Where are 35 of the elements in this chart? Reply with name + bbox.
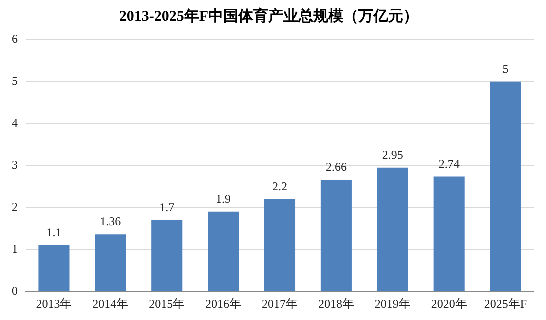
data-label: 1.9 bbox=[216, 192, 232, 206]
bar bbox=[264, 199, 296, 292]
data-label: 2.74 bbox=[438, 156, 460, 171]
x-tick-label: 2025年F bbox=[484, 296, 528, 311]
data-label: 2.95 bbox=[382, 148, 404, 162]
bar bbox=[490, 82, 522, 292]
x-tick-label: 2013年 bbox=[36, 296, 72, 311]
data-label: 1.7 bbox=[160, 200, 175, 214]
bar bbox=[377, 168, 408, 292]
x-tick-label: 2016年 bbox=[206, 296, 242, 311]
y-tick-label: 0 bbox=[12, 284, 18, 298]
x-tick-label: 2017年 bbox=[262, 296, 298, 311]
data-label: 5 bbox=[502, 62, 509, 76]
y-tick-label: 5 bbox=[12, 74, 18, 88]
data-label: 2.66 bbox=[326, 160, 347, 174]
bar bbox=[38, 245, 70, 292]
x-tick-label: 2015年 bbox=[149, 296, 186, 311]
data-label: 2.2 bbox=[272, 180, 288, 194]
y-tick-label: 2 bbox=[12, 200, 18, 214]
y-tick-label: 6 bbox=[12, 32, 18, 46]
y-tick-label: 4 bbox=[12, 116, 18, 130]
x-tick-label: 2014年 bbox=[92, 296, 129, 311]
bar bbox=[320, 180, 352, 292]
y-tick-label: 1 bbox=[12, 242, 18, 256]
bar bbox=[95, 234, 126, 292]
bar bbox=[434, 176, 465, 292]
x-tick-label: 2018年 bbox=[318, 296, 354, 311]
bar bbox=[152, 220, 183, 292]
x-tick-label: 2019年 bbox=[374, 296, 411, 311]
data-label: 1.1 bbox=[46, 226, 62, 240]
data-label: 1.36 bbox=[100, 214, 122, 229]
bar bbox=[208, 212, 240, 292]
chart-title: 2013-2025年F中国体育产业总规模（万亿元） bbox=[119, 6, 419, 25]
x-tick-label: 2020年 bbox=[431, 296, 468, 311]
y-tick-label: 3 bbox=[12, 158, 18, 172]
